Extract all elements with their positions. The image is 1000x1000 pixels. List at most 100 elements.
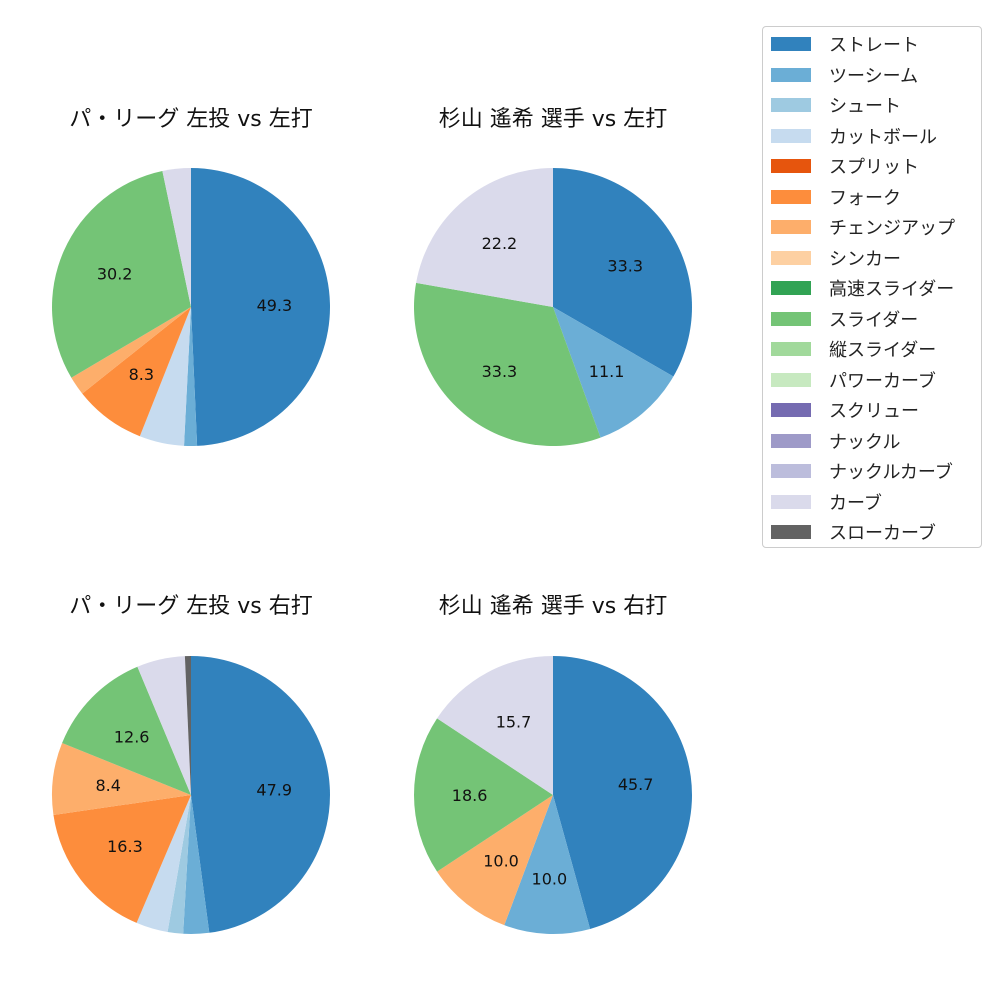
legend-item: 高速スライダー <box>771 277 955 300</box>
slice-value-label: 47.9 <box>256 781 292 800</box>
legend-swatch <box>771 37 811 51</box>
pie-slice <box>191 167 331 446</box>
legend-swatch <box>771 250 811 265</box>
legend-swatch <box>771 159 811 173</box>
legend-label: パワーカーブ <box>829 370 936 392</box>
legend-label: シュート <box>829 96 901 117</box>
pie-slice <box>184 307 198 446</box>
legend-label: カットボール <box>829 126 937 148</box>
legend: ストレートツーシームシュートカットボール スプリットフォークチェンジアップ シンカー… <box>762 26 982 548</box>
legend-swatch <box>771 220 811 234</box>
pie-slice <box>414 718 553 872</box>
legend-swatch <box>771 403 811 417</box>
legend-item: カーブ <box>771 491 882 514</box>
legend-label: ストレート <box>829 35 919 56</box>
pie-slice <box>53 795 192 923</box>
legend-item: 縦スライダー <box>771 338 937 361</box>
legend-item: ツーシーム <box>771 64 919 87</box>
legend-label: 縦スライダー <box>829 340 937 361</box>
pie-slice <box>191 656 330 933</box>
pie-chart-2: 杉山 遙希 選手 vs 左打 33.3 11.1 33.3 22.2 <box>413 107 692 446</box>
slice-value-label: 16.3 <box>107 837 143 856</box>
legend-label: ナックルカーブ <box>829 462 953 483</box>
legend-swatch <box>771 372 811 387</box>
legend-swatch <box>771 525 811 539</box>
slice-value-label: 11.1 <box>589 362 625 381</box>
legend-swatch <box>771 67 811 82</box>
pie-slice <box>553 656 692 929</box>
slice-value-label: 8.4 <box>95 776 120 795</box>
legend-label: ツーシーム <box>829 65 919 87</box>
legend-swatch <box>771 433 811 448</box>
legend-label: スローカーブ <box>829 523 936 544</box>
pie-slice <box>137 656 191 795</box>
pie-chart-3: パ・リーグ 左投 vs 右打 47.9 16.3 8.4 12.6 <box>51 594 330 935</box>
slice-value-label: 49.3 <box>257 296 293 315</box>
pie-slice <box>71 307 191 394</box>
legend-swatch <box>771 494 811 509</box>
pie-slice <box>136 795 191 933</box>
chart-title: 杉山 遙希 選手 vs 右打 <box>439 594 667 619</box>
pie-slice <box>553 168 692 377</box>
pie-slice <box>184 656 191 795</box>
pie-slice <box>51 170 191 378</box>
legend-label: スプリット <box>829 157 919 178</box>
slice-value-label: 12.6 <box>114 727 150 746</box>
legend-swatch <box>771 311 811 326</box>
pie-slice <box>504 795 591 934</box>
slice-value-label: 22.2 <box>482 234 518 253</box>
pie-slice <box>51 743 192 816</box>
legend-item: スライダー <box>771 308 919 331</box>
legend-swatch <box>771 342 811 356</box>
slice-value-label: 33.3 <box>482 362 518 381</box>
legend-item: チェンジアップ <box>771 216 955 239</box>
legend-swatch <box>771 189 811 204</box>
legend-item: シュート <box>771 94 901 117</box>
legend-item: スプリット <box>771 155 919 178</box>
legend-item: ナックル <box>771 430 901 453</box>
legend-label: カーブ <box>829 492 882 514</box>
legend-label: ナックル <box>829 431 901 453</box>
legend-label: スライダー <box>829 309 919 331</box>
pie-slice <box>139 307 191 446</box>
pie-chart-1: パ・リーグ 左投 vs 左打 49.3 8.3 30.2 <box>51 107 331 446</box>
pie-slice <box>413 282 601 446</box>
slice-value-label: 15.7 <box>496 713 532 732</box>
legend-label: 高速スライダー <box>829 279 955 300</box>
legend-label: チェンジアップ <box>829 218 955 239</box>
slice-value-label: 10.0 <box>532 869 568 888</box>
chart-title: パ・リーグ 左投 vs 左打 <box>69 107 312 132</box>
pie-slice <box>183 795 210 935</box>
pie-slice <box>167 795 191 934</box>
legend-swatch <box>771 464 811 478</box>
chart-title: 杉山 遙希 選手 vs 左打 <box>439 107 667 132</box>
legend-swatch <box>771 98 811 112</box>
legend-item: スローカーブ <box>771 521 936 544</box>
legend-item: パワーカーブ <box>771 369 936 392</box>
legend-swatch <box>771 281 811 295</box>
slice-value-label: 45.7 <box>618 775 654 794</box>
legend-item: スクリュー <box>771 399 919 422</box>
legend-label: フォーク <box>829 187 901 209</box>
pie-slice <box>553 307 674 438</box>
pie-slice <box>416 168 553 307</box>
pie-chart-4: 杉山 遙希 選手 vs 右打 45.7 10.0 10.0 18.6 15.7 <box>414 594 692 934</box>
pie-slice <box>62 666 191 795</box>
legend-item: シンカー <box>771 247 901 270</box>
slice-value-label: 10.0 <box>483 851 519 870</box>
legend-item: ストレート <box>771 33 919 56</box>
legend-label: シンカー <box>829 248 901 270</box>
legend-item: フォーク <box>771 186 901 209</box>
pie-slice <box>437 656 553 795</box>
pie-slice <box>162 168 191 307</box>
slice-value-label: 18.6 <box>452 786 488 805</box>
legend-swatch <box>771 128 811 143</box>
slice-value-label: 30.2 <box>97 264 133 283</box>
slice-value-label: 8.3 <box>129 365 154 384</box>
chart-title: パ・リーグ 左投 vs 右打 <box>69 594 312 619</box>
legend-label: スクリュー <box>829 401 919 422</box>
pie-slice <box>437 795 553 926</box>
pie-slice <box>82 307 191 437</box>
legend-item: カットボール <box>771 125 937 148</box>
